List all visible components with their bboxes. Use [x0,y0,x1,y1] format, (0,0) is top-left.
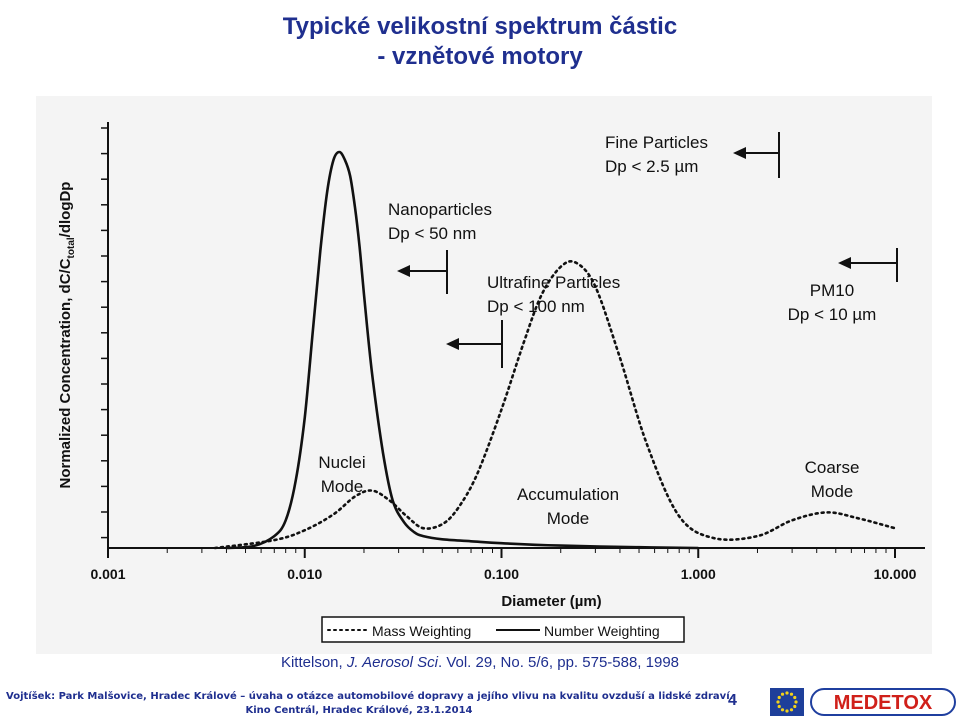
pm10-label-line2: Dp < 10 µm [788,305,877,324]
y-axis-title-tail: /dlogDp [57,182,74,238]
pm10-arrow-head [838,257,851,269]
flag-star-icon [785,709,789,713]
chart-legend: Mass Weighting Number Weighting [321,616,685,643]
slide-title: Typické velikostní spektrum částic - vzn… [0,12,960,72]
coarse-mode-label-line1: Coarse [805,458,860,477]
svg-text:MEDETOX: MEDETOX [834,692,933,714]
x-axis-title: Diameter (µm) [501,593,601,610]
flag-star-icon [789,692,794,696]
page-number: 4 [728,692,737,709]
flag-star-icon [793,704,797,709]
chart-series [213,150,897,550]
nanoparticles-label-line2: Dp < 50 nm [388,224,476,243]
slide-title-line2: - vznětové motory [377,43,583,70]
flag-star-icon [780,692,785,696]
nanoparticles-arrow-head [397,265,410,277]
chart-annotations: Nuclei Mode Accumulation Mode Coarse Mode Nano… [318,132,898,528]
y-axis-title-main: Normalized Concentration, dC/C [57,258,74,488]
x-tick-label: 0.010 [287,566,322,582]
figure-background [36,96,932,654]
number-weighting-curve [226,150,699,550]
x-tick-label: 0.001 [90,566,125,582]
flag-star-icon [777,704,781,709]
flag-star-icon [780,708,785,712]
flag-star-icon [789,708,794,712]
x-tick-label: 0.100 [484,566,519,582]
ultrafine-arrow-head [446,338,459,350]
citation: Kittelson, J. Aerosol Sci. Vol. 29, No. … [0,654,960,671]
fine-arrow-head [733,147,746,159]
accumulation-mode-label-line1: Accumulation [517,485,619,504]
nanoparticles-label-line1: Nanoparticles [388,200,492,219]
y-axis-title: Normalized Concentration, dC/Ctotal/dlog… [57,182,77,489]
legend-label: Mass Weighting [372,623,471,639]
flag-star-icon [793,695,797,700]
flag-star-icon [776,700,780,704]
citation-author: Kittelson, [280,654,347,671]
citation-rest: . Vol. 29, No. 5/6, pp. 575-588, 1998 [438,654,680,671]
flag-star-icon [794,700,798,704]
eu-flag-icon [770,688,804,716]
ultrafine-particles-label-line2: Dp < 100 nm [487,297,585,316]
footer-line2: Kino Centrál, Hradec Králové, 23.1.2014 [245,705,473,716]
coarse-mode-label-line2: Mode [811,482,854,501]
x-tick-label: 1.000 [681,566,716,582]
flag-star-icon [777,695,781,700]
footer: Vojtíšek: Park Malšovice, Hradec Králové… [6,690,734,718]
flag-star-icon [785,691,789,695]
citation-journal: J. Aerosol Sci [346,654,438,671]
mass-weighting-curve [213,260,897,550]
medetox-logo: MEDETOX [810,688,956,716]
slide-title-line1: Typické velikostní spektrum částic [282,13,678,40]
x-tick-label: 10.000 [874,566,917,582]
y-axis-title-sub: total [66,237,77,258]
pm10-label-line1: PM10 [810,281,854,300]
ultrafine-particles-label-line1: Ultrafine Particles [487,273,620,292]
chart-axes: 0.001 0.010 0.100 1.000 10.000 Diameter (µm) N… [57,122,925,610]
fine-particles-label-line2: Dp < 2.5 µm [605,157,698,176]
nuclei-mode-label-line1: Nuclei [318,453,365,472]
fine-particles-label-line1: Fine Particles [605,133,708,152]
legend-label: Number Weighting [544,623,660,639]
nuclei-mode-label-line2: Mode [321,477,364,496]
footer-line1: Vojtíšek: Park Malšovice, Hradec Králové… [6,691,734,702]
accumulation-mode-label-line2: Mode [547,509,590,528]
